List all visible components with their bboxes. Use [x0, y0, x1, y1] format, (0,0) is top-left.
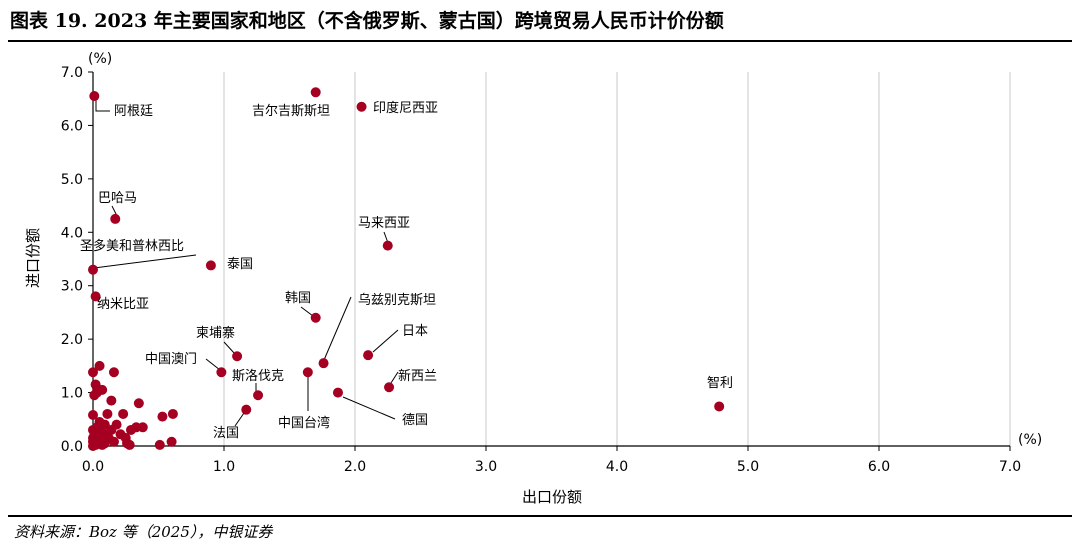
labeled-data-point	[90, 291, 101, 302]
point-label: 德国	[402, 413, 428, 428]
point-label: 智利	[707, 376, 733, 391]
data-point	[97, 439, 108, 450]
y-tick-label: 2.0	[61, 332, 83, 348]
point-label: 中国澳门	[145, 351, 197, 367]
labeled-data-point	[332, 387, 343, 398]
page-title: 图表 19. 2023 年主要国家和地区（不含俄罗斯、蒙古国）跨境贸易人民币计价…	[10, 10, 724, 32]
point-label: 中国台湾	[278, 415, 330, 431]
data-point	[133, 398, 144, 409]
point-label: 阿根廷	[114, 104, 153, 119]
data-point	[102, 408, 113, 419]
labeled-data-point	[384, 382, 395, 393]
data-point	[106, 395, 117, 406]
y-tick-label: 3.0	[61, 279, 83, 295]
labeled-data-point	[110, 213, 121, 224]
point-label: 韩国	[285, 291, 311, 306]
x-tick-label: 7.0	[999, 459, 1021, 475]
x-unit-label: (%)	[1018, 432, 1042, 448]
labeled-data-point	[310, 312, 321, 323]
labeled-data-point	[89, 91, 100, 102]
data-point	[157, 411, 168, 422]
labeled-data-point	[318, 358, 329, 369]
data-point	[167, 408, 178, 419]
leader-line	[223, 341, 236, 355]
scatter-chart: 0.0 1.0 2.0 3.0 4.0 5.0 6.0 7.0 0.0 1.0 2.0 3.0 4.0 5…	[24, 51, 1042, 506]
point-label: 法国	[213, 426, 239, 441]
title-rule	[8, 40, 1072, 42]
point-label: 泰国	[227, 257, 253, 272]
data-point	[124, 439, 135, 450]
labeled-data-point	[232, 351, 243, 362]
data-point	[125, 424, 136, 435]
leader-line	[323, 296, 352, 361]
leader-line	[205, 358, 221, 371]
point-label: 日本	[402, 324, 428, 339]
labeled-data-point	[253, 390, 264, 401]
data-point	[93, 426, 104, 437]
x-tick-label: 3.0	[475, 459, 497, 475]
labeled-data-point	[302, 367, 313, 378]
y-tick-label: 1.0	[61, 386, 83, 402]
y-tick-label: 5.0	[61, 172, 83, 188]
data-point	[118, 408, 129, 419]
leader-line	[372, 329, 399, 353]
x-tick-label: 6.0	[868, 459, 890, 475]
labeled-data-point	[714, 401, 725, 412]
x-axis-title: 出口份额	[522, 488, 582, 506]
y-axis-title: 进口份额	[24, 228, 42, 288]
data-point	[94, 360, 105, 371]
point-label: 斯洛伐克	[232, 369, 284, 384]
data-point	[88, 410, 98, 421]
x-tick-label: 1.0	[213, 459, 235, 475]
point-label: 马来西亚	[358, 216, 410, 231]
x-tick-label: 4.0	[606, 459, 628, 475]
data-point	[91, 387, 102, 398]
data-point	[166, 436, 177, 447]
labeled-data-point	[216, 367, 227, 378]
point-label: 新西兰	[398, 368, 437, 384]
data-point	[108, 367, 119, 378]
point-layer	[88, 87, 725, 451]
point-label: 吉尔吉斯斯坦	[252, 104, 330, 119]
data-point	[137, 422, 148, 433]
leader-line	[95, 100, 110, 112]
labeled-data-point	[382, 240, 393, 251]
leader-line	[300, 306, 314, 317]
point-label: 柬埔寨	[196, 325, 235, 341]
point-label: 巴哈马	[98, 191, 137, 206]
point-label: 纳米比亚	[97, 297, 149, 312]
point-label: 乌兹别克斯坦	[358, 292, 436, 308]
grid-layer	[223, 72, 1011, 446]
footer-rule	[8, 515, 1072, 517]
leader-line	[342, 396, 396, 420]
y-tick-label: 7.0	[61, 65, 83, 81]
y-tick-label: 0.0	[61, 439, 83, 455]
y-tick-label: 6.0	[61, 118, 83, 134]
axis-layer: 0.0 1.0 2.0 3.0 4.0 5.0 6.0 7.0 0.0 1.0 2.0 3.0 4.0 5…	[61, 65, 1021, 475]
point-label: 印度尼西亚	[373, 100, 438, 116]
leader-line	[390, 371, 399, 384]
x-tick-label: 2.0	[344, 459, 366, 475]
labeled-data-point	[241, 404, 252, 415]
labeled-data-point	[310, 87, 321, 98]
data-point	[108, 436, 119, 447]
leader-line	[93, 254, 197, 269]
y-unit-label: (%)	[88, 51, 112, 67]
y-tick-label: 4.0	[61, 225, 83, 241]
labeled-data-point	[356, 101, 367, 112]
labeled-data-point	[88, 264, 98, 275]
x-tick-label: 0.0	[82, 459, 104, 475]
data-point	[88, 367, 98, 378]
labeled-data-point	[363, 350, 374, 361]
labeled-data-point	[205, 260, 216, 271]
x-tick-label: 5.0	[737, 459, 759, 475]
leader-line	[234, 412, 245, 427]
data-point	[154, 439, 165, 450]
source-note: 资料来源：Boz 等（2025），中银证券	[14, 523, 273, 541]
point-label: 圣多美和普林西比	[80, 238, 184, 254]
